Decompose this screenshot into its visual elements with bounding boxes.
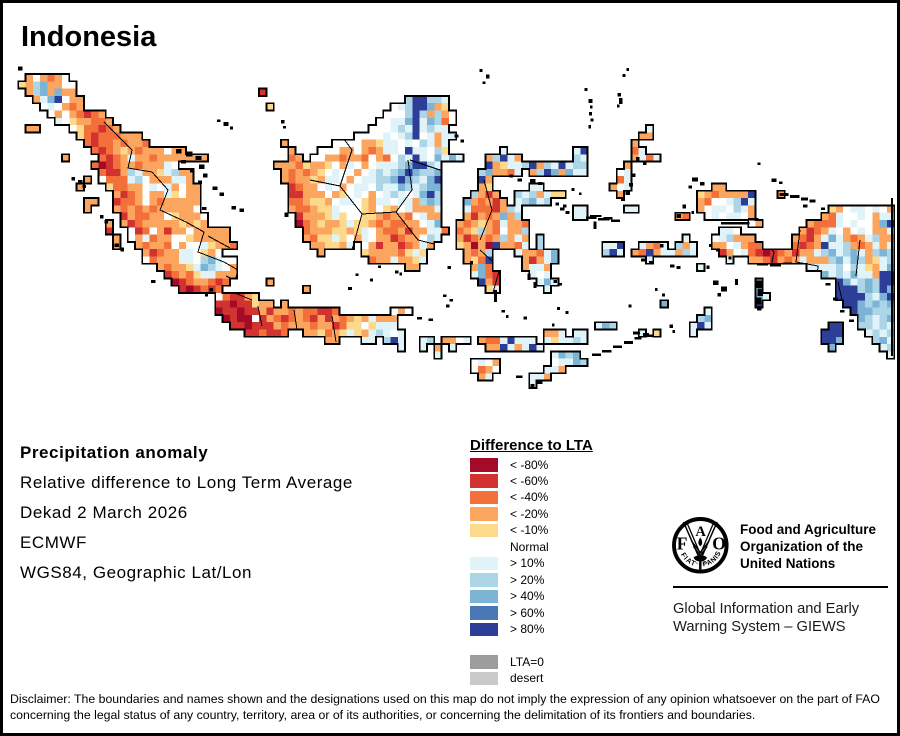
svg-text:O: O [712, 533, 726, 553]
svg-text:F: F [677, 533, 688, 553]
svg-text:A: A [695, 524, 706, 540]
